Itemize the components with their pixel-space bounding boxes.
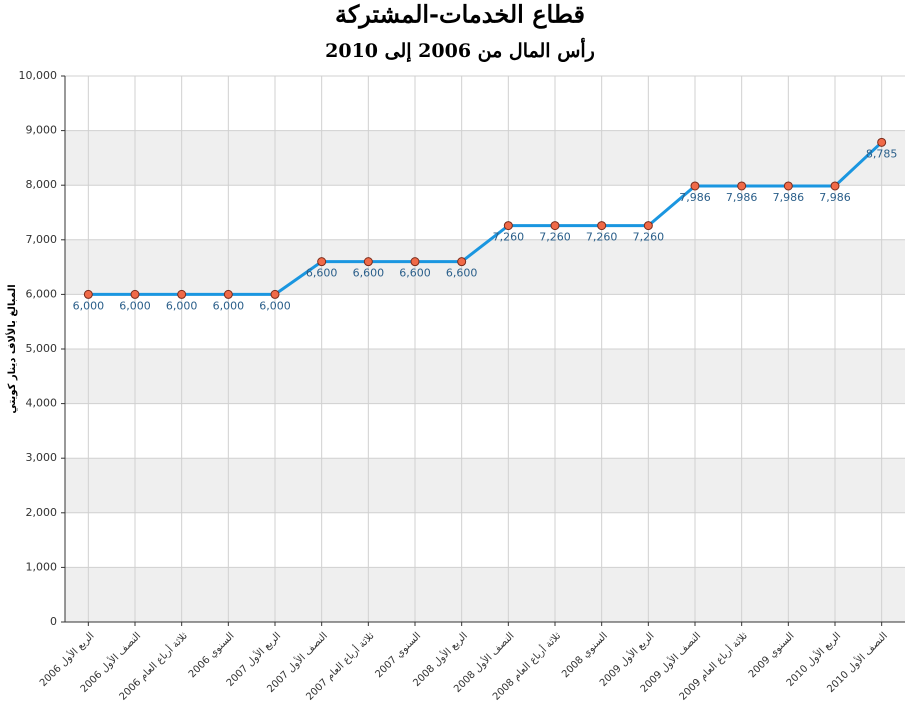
y-tick-label: 9,000 — [26, 124, 58, 137]
point — [83, 289, 93, 299]
y-axis-label: المبالغ بالألاف دينار كويتي — [5, 284, 18, 413]
value-label: 6,000 — [213, 299, 245, 312]
value-label: 6,000 — [166, 299, 198, 312]
y-tick-label: 1,000 — [26, 560, 58, 573]
value-label: 7,260 — [586, 231, 618, 244]
point — [317, 257, 327, 267]
line — [88, 141, 883, 296]
value-label: 7,986 — [679, 191, 711, 204]
value-label: 7,986 — [726, 191, 758, 204]
grid-band — [65, 458, 905, 513]
point — [737, 181, 747, 191]
point — [550, 221, 560, 231]
point — [223, 289, 233, 299]
point — [643, 221, 653, 231]
value-label: 6,600 — [446, 267, 478, 280]
point — [877, 137, 887, 147]
value-label: 6,600 — [353, 267, 385, 280]
y-tick-label: 7,000 — [26, 233, 58, 246]
grid-band — [65, 239, 905, 295]
point — [410, 257, 420, 267]
chart-title: قطاع الخدمات-المشتركة — [335, 0, 585, 30]
grid-band — [65, 130, 905, 186]
value-label: 8,785 — [866, 147, 898, 160]
chart-subtitle: رأس المال من 2006 إلى 2010 — [325, 37, 595, 63]
point — [270, 289, 280, 299]
x-tick-label: السنوي 2008 — [560, 630, 610, 680]
y-tick-label: 2,000 — [26, 506, 58, 519]
y-tick-label: 10,000 — [19, 69, 58, 82]
value-label: 6,600 — [306, 267, 338, 280]
point — [830, 181, 840, 191]
y-tick-label: 6,000 — [26, 287, 58, 300]
value-label: 7,260 — [633, 231, 665, 244]
point — [783, 181, 793, 191]
point — [457, 257, 467, 267]
y-tick-label: 3,000 — [26, 451, 58, 464]
point — [503, 221, 513, 231]
y-tick-label: 5,000 — [26, 342, 58, 355]
value-label: 6,000 — [73, 299, 105, 312]
value-label: 6,000 — [259, 299, 291, 312]
value-label: 7,260 — [493, 231, 525, 244]
point — [177, 289, 187, 299]
value-label: 7,986 — [773, 191, 805, 204]
y-tick-label: 4,000 — [26, 397, 58, 410]
y-tick-label: 0 — [50, 615, 57, 628]
grid-band — [65, 567, 905, 622]
value-label: 6,000 — [119, 299, 151, 312]
point — [597, 221, 607, 231]
value-label: 6,600 — [399, 267, 431, 280]
y-tick-label: 8,000 — [26, 178, 58, 191]
point — [690, 181, 700, 191]
value-label: 7,260 — [539, 231, 571, 244]
x-tick-label: السنوي 2007 — [373, 630, 423, 680]
point — [363, 257, 373, 267]
x-tick-label: السنوي 2006 — [187, 630, 237, 680]
value-label: 7,986 — [819, 191, 851, 204]
grid-band — [65, 349, 905, 404]
x-tick-label: السنوي 2009 — [747, 630, 797, 680]
point — [130, 289, 140, 299]
